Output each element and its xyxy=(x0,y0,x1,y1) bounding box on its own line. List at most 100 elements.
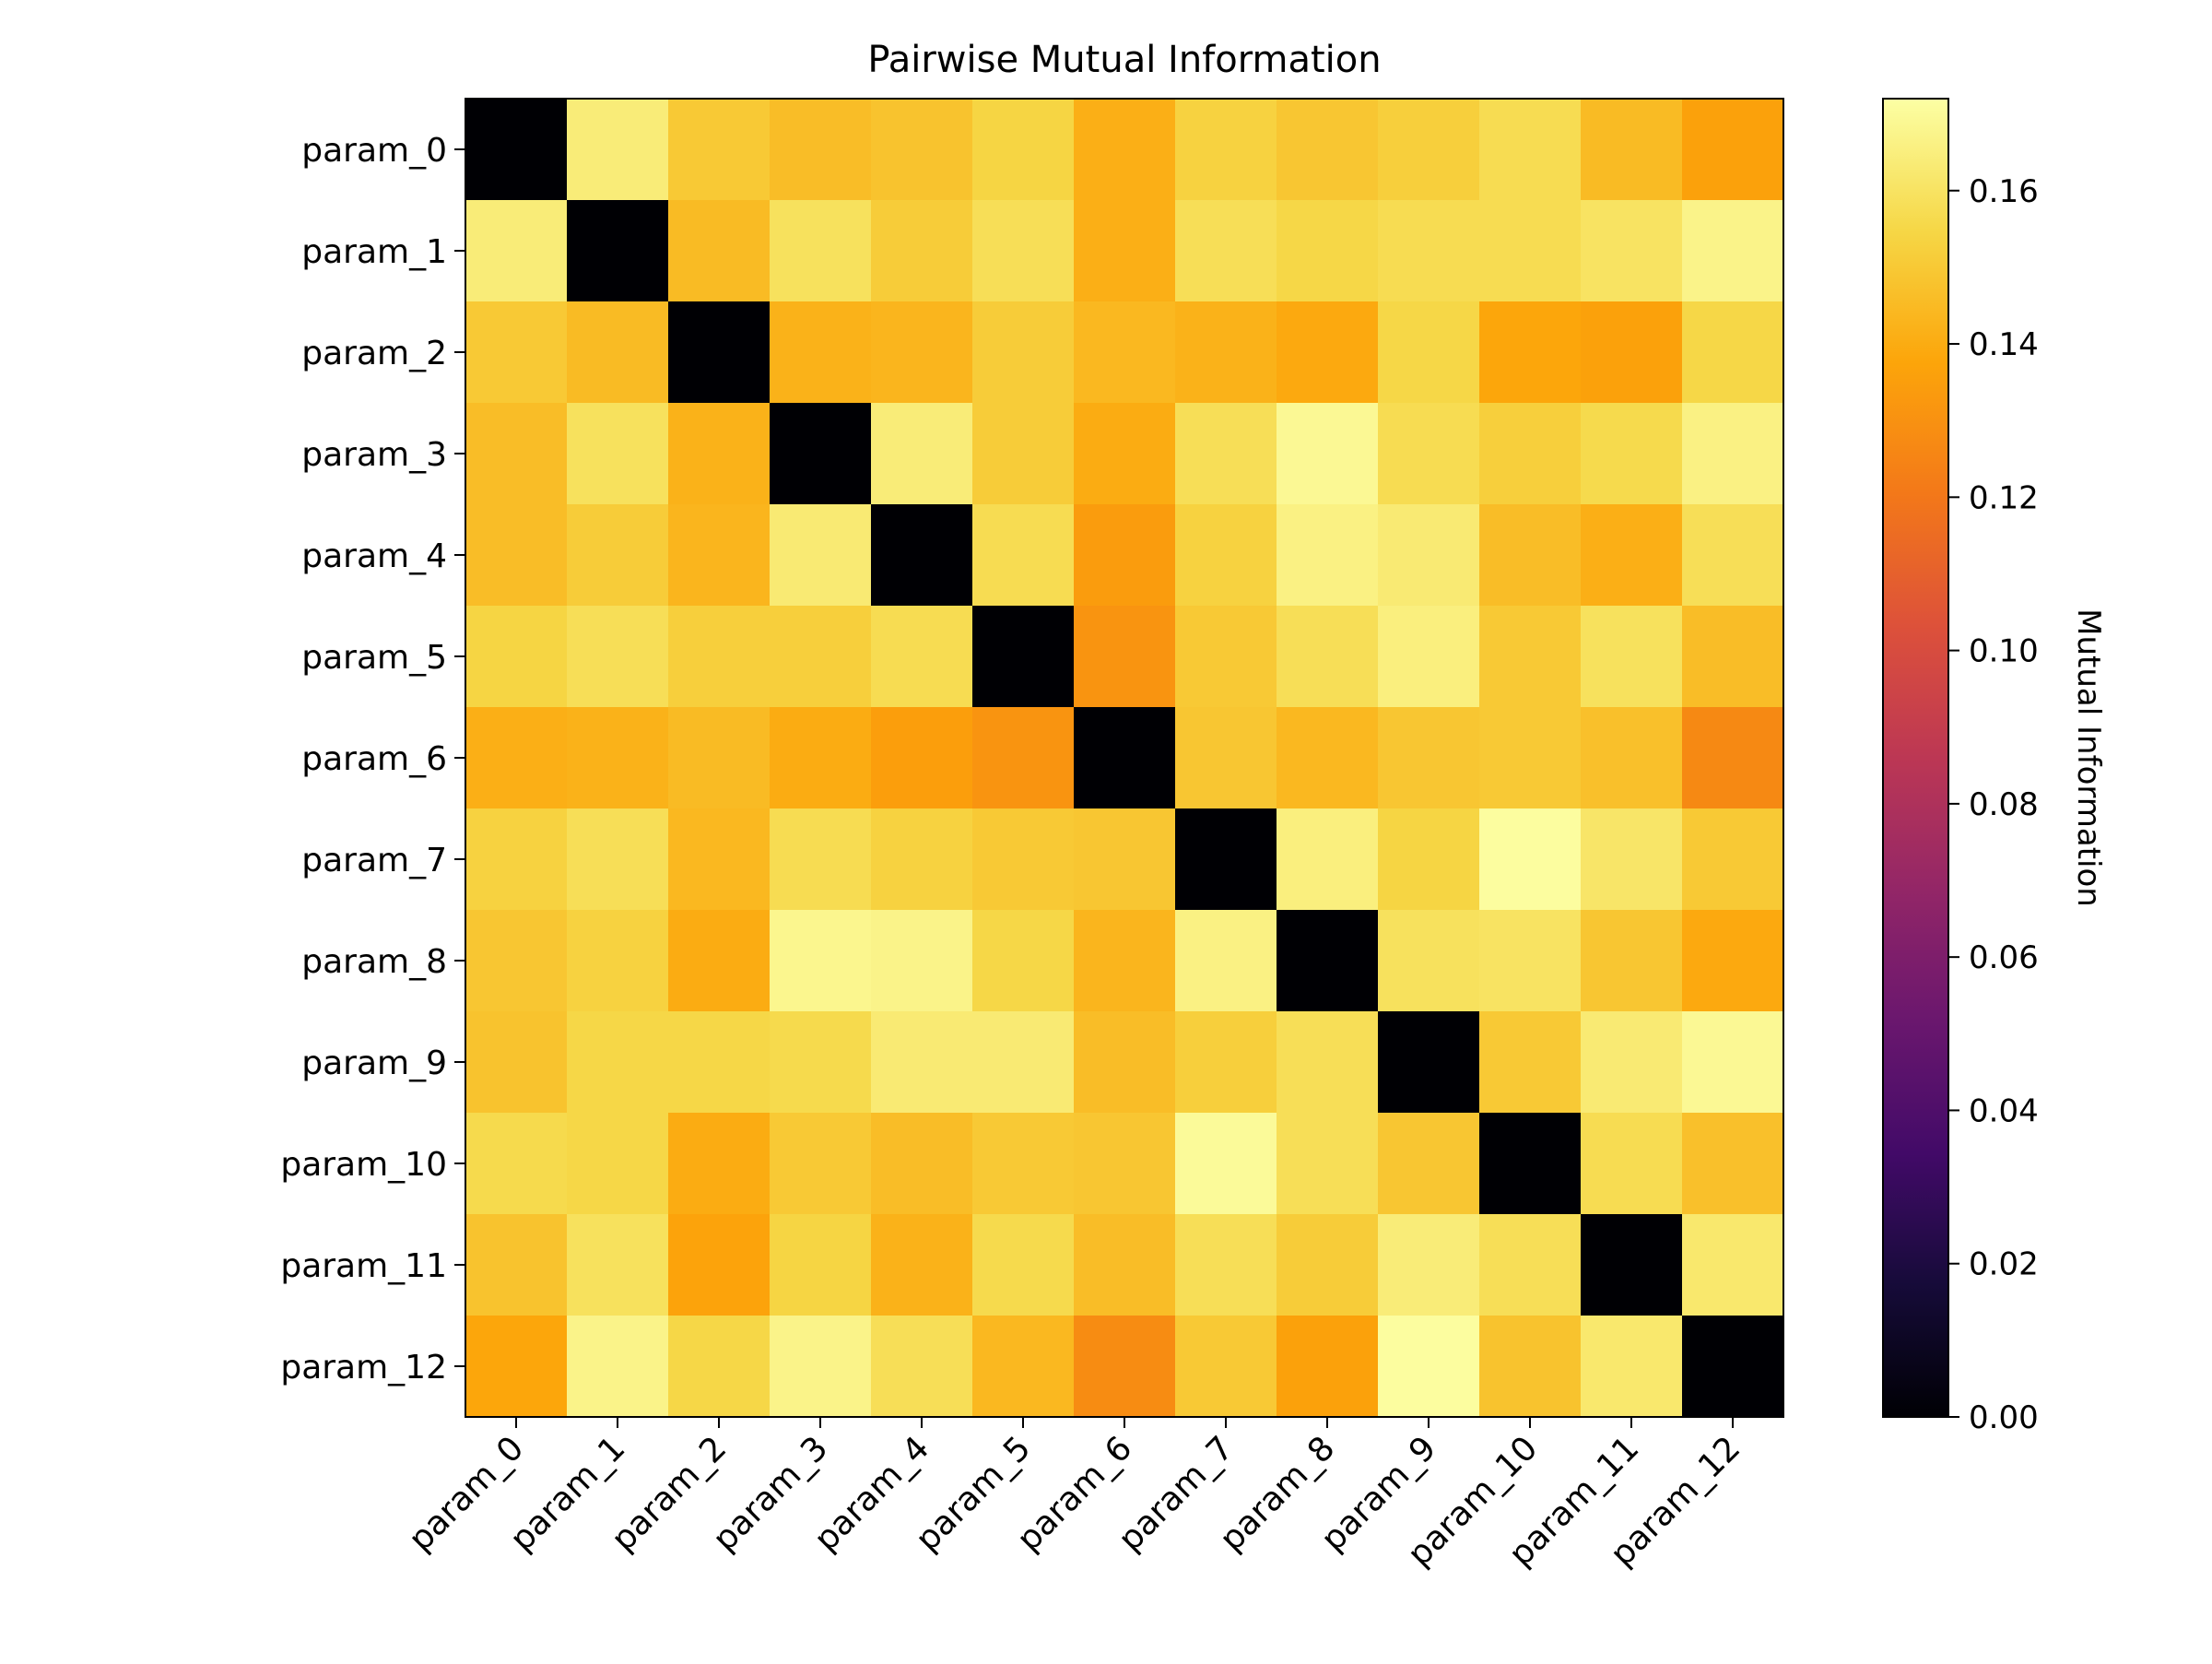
heatmap-cell xyxy=(668,1214,771,1316)
heatmap-cell xyxy=(770,301,872,404)
heatmap-cell xyxy=(668,606,771,708)
heatmap-cell xyxy=(770,99,872,201)
heatmap-cell xyxy=(567,504,669,607)
heatmap-cell xyxy=(465,606,568,708)
heatmap-cell xyxy=(1581,606,1683,708)
heatmap-cell xyxy=(1277,99,1379,201)
chart-title: Pairwise Mutual Information xyxy=(867,39,1381,81)
y-tick-label: param_7 xyxy=(301,842,447,879)
heatmap-cell xyxy=(1074,1214,1176,1316)
heatmap-cell xyxy=(1682,1214,1784,1316)
heatmap-cell xyxy=(1277,1214,1379,1316)
colorbar-tick-label: 0.00 xyxy=(1969,1399,2039,1436)
heatmap-cell xyxy=(770,606,872,708)
heatmap-cell xyxy=(1479,301,1582,404)
heatmap-cells xyxy=(465,99,1784,1418)
heatmap-cell xyxy=(871,504,973,607)
heatmap-cell xyxy=(1682,301,1784,404)
heatmap-cell xyxy=(668,301,771,404)
heatmap-cell xyxy=(1175,808,1277,911)
heatmap-cell xyxy=(1378,1316,1480,1418)
heatmap-cell xyxy=(668,403,771,505)
heatmap-cell xyxy=(567,200,669,302)
heatmap-cell xyxy=(1175,200,1277,302)
heatmap-cell xyxy=(1479,200,1582,302)
heatmap-cell xyxy=(1581,301,1683,404)
y-tick-label: param_11 xyxy=(280,1247,447,1285)
heatmap-cell xyxy=(1074,606,1176,708)
heatmap-cell xyxy=(1074,910,1176,1012)
heatmap-cell xyxy=(1479,910,1582,1012)
heatmap-cell xyxy=(465,707,568,809)
heatmap-cell xyxy=(668,200,771,302)
heatmap-cell xyxy=(1175,606,1277,708)
heatmap-cell xyxy=(668,1113,771,1215)
heatmap-cell xyxy=(871,403,973,505)
heatmap-cell xyxy=(465,1011,568,1114)
y-tick-label: param_9 xyxy=(301,1044,447,1082)
heatmap-cell xyxy=(1581,808,1683,911)
heatmap-cell xyxy=(465,403,568,505)
heatmap-cell xyxy=(1074,1011,1176,1114)
heatmap-cell xyxy=(1378,1011,1480,1114)
heatmap-cell xyxy=(1175,403,1277,505)
heatmap-cell xyxy=(972,504,1075,607)
heatmap-cell xyxy=(972,707,1075,809)
y-axis: param_0 param_1 param_2 param_3 param_4param… xyxy=(280,132,465,1387)
heatmap-cell xyxy=(465,1214,568,1316)
heatmap-cell xyxy=(972,1214,1075,1316)
heatmap-cell xyxy=(1479,1316,1582,1418)
heatmap-cell xyxy=(567,606,669,708)
heatmap-cell xyxy=(871,1011,973,1114)
heatmap-cell xyxy=(465,200,568,302)
heatmap-cell xyxy=(871,301,973,404)
heatmap-cell xyxy=(1581,99,1683,201)
heatmap-cell xyxy=(1479,707,1582,809)
heatmap-cell xyxy=(1479,1214,1582,1316)
heatmap-cell xyxy=(1378,808,1480,911)
heatmap-cell xyxy=(1378,1113,1480,1215)
heatmap-cell xyxy=(1682,1113,1784,1215)
y-tick-label: param_2 xyxy=(301,335,447,372)
heatmap-cell xyxy=(1581,1316,1683,1418)
heatmap-cell xyxy=(1682,1316,1784,1418)
heatmap-cell xyxy=(1682,808,1784,911)
colorbar-tick-label: 0.02 xyxy=(1969,1246,2039,1283)
colorbar-tick-label: 0.12 xyxy=(1969,479,2039,516)
heatmap-cell xyxy=(567,403,669,505)
heatmap-cell xyxy=(567,707,669,809)
y-tick-label: param_3 xyxy=(301,436,447,474)
heatmap-cell xyxy=(1175,1011,1277,1114)
heatmap-cell xyxy=(1074,808,1176,911)
y-tick-label: param_5 xyxy=(301,639,447,677)
heatmap-cell xyxy=(1175,301,1277,404)
heatmap-cell xyxy=(972,200,1075,302)
heatmap-cell xyxy=(1581,403,1683,505)
heatmap-cell xyxy=(668,707,771,809)
heatmap-cell xyxy=(668,99,771,201)
heatmap-cell xyxy=(1682,1011,1784,1114)
heatmap-cell xyxy=(1074,504,1176,607)
heatmap-cell xyxy=(1277,910,1379,1012)
colorbar-tick-label: 0.16 xyxy=(1969,173,2039,210)
heatmap-cell xyxy=(1581,200,1683,302)
heatmap-cell xyxy=(871,910,973,1012)
heatmap-cell xyxy=(1074,301,1176,404)
heatmap-cell xyxy=(770,200,872,302)
heatmap-cell xyxy=(465,504,568,607)
heatmap-cell xyxy=(1277,1011,1379,1114)
colorbar-label: Mutual Information xyxy=(2070,608,2107,907)
heatmap-cell xyxy=(1378,403,1480,505)
colorbar-axis: 0.00 0.02 0.04 0.06 0.08 0.10 0.12 0.14 0.16 xyxy=(1948,173,2039,1436)
colorbar-tick-label: 0.08 xyxy=(1969,786,2039,823)
heatmap-cell xyxy=(871,606,973,708)
heatmap-cell xyxy=(567,1011,669,1114)
heatmap-cell xyxy=(770,1316,872,1418)
heatmap-cell xyxy=(1074,99,1176,201)
y-tick-label: param_10 xyxy=(280,1146,447,1184)
heatmap-cell xyxy=(1175,910,1277,1012)
heatmap-cell xyxy=(668,1011,771,1114)
heatmap-cell xyxy=(972,301,1075,404)
